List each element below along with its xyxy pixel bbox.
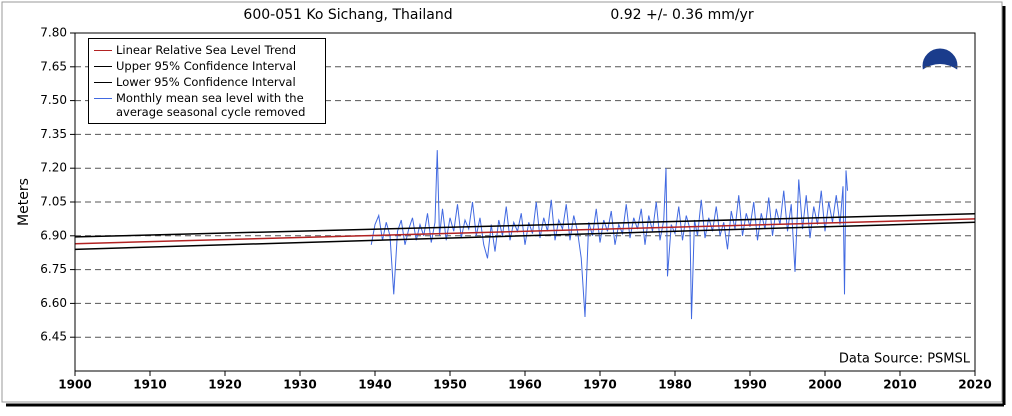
x-tick-label: 1990 xyxy=(733,378,766,392)
y-tick-label: 7.80 xyxy=(40,26,67,40)
x-tick-label: 1930 xyxy=(283,378,316,392)
x-tick-label: 1980 xyxy=(658,378,691,392)
x-tick-label: 1900 xyxy=(58,378,91,392)
y-tick-label: 7.65 xyxy=(40,59,67,73)
legend-item: Upper 95% Confidence Interval xyxy=(92,59,322,73)
legend-label: Linear Relative Sea Level Trend xyxy=(116,43,296,57)
legend: Linear Relative Sea Level Trend Upper 95%… xyxy=(88,38,326,124)
legend-item: Lower 95% Confidence Interval xyxy=(92,75,322,89)
x-tick-label: 1970 xyxy=(583,378,616,392)
series-line xyxy=(74,212,976,238)
x-tick-label: 1910 xyxy=(133,378,166,392)
y-tick-label: 6.75 xyxy=(40,262,67,276)
y-tick-label: 6.60 xyxy=(40,296,67,310)
y-axis-label: Meters xyxy=(16,178,32,226)
legend-swatch xyxy=(94,66,112,67)
legend-label: Monthly mean sea level with the average … xyxy=(116,91,306,119)
y-tick-label: 7.20 xyxy=(40,161,67,175)
legend-item: Monthly mean sea level with the average … xyxy=(92,91,322,119)
annotation: Data Source: PSMSL xyxy=(839,352,971,367)
x-tick-label: 2020 xyxy=(958,378,991,392)
x-tick-label: 2000 xyxy=(808,378,841,392)
legend-swatch xyxy=(94,82,112,83)
chart-subtitle: 0.92 +/- 0.36 mm/yr xyxy=(610,7,753,23)
legend-label: Lower 95% Confidence Interval xyxy=(116,75,296,89)
y-tick-label: 7.35 xyxy=(40,127,67,141)
legend-item: Linear Relative Sea Level Trend xyxy=(92,43,322,57)
noaa-logo xyxy=(921,47,959,88)
legend-swatch xyxy=(94,98,112,99)
y-tick-label: 6.45 xyxy=(40,330,67,344)
y-tick-label: 6.90 xyxy=(40,228,67,242)
plot-border xyxy=(74,32,976,372)
y-tick-label: 7.05 xyxy=(40,195,67,209)
x-tick-label: 2010 xyxy=(883,378,916,392)
legend-swatch xyxy=(94,50,112,51)
x-tick-label: 1940 xyxy=(358,378,391,392)
chart-title: 600-051 Ko Sichang, Thailand xyxy=(243,7,452,23)
x-tick-label: 1960 xyxy=(508,378,541,392)
x-tick-label: 1920 xyxy=(208,378,241,392)
series-line xyxy=(370,150,848,320)
series-line xyxy=(74,221,976,251)
y-tick-label: 7.50 xyxy=(40,93,67,107)
x-tick-label: 1950 xyxy=(433,378,466,392)
series-line xyxy=(74,218,976,245)
legend-label: Upper 95% Confidence Interval xyxy=(116,59,297,73)
